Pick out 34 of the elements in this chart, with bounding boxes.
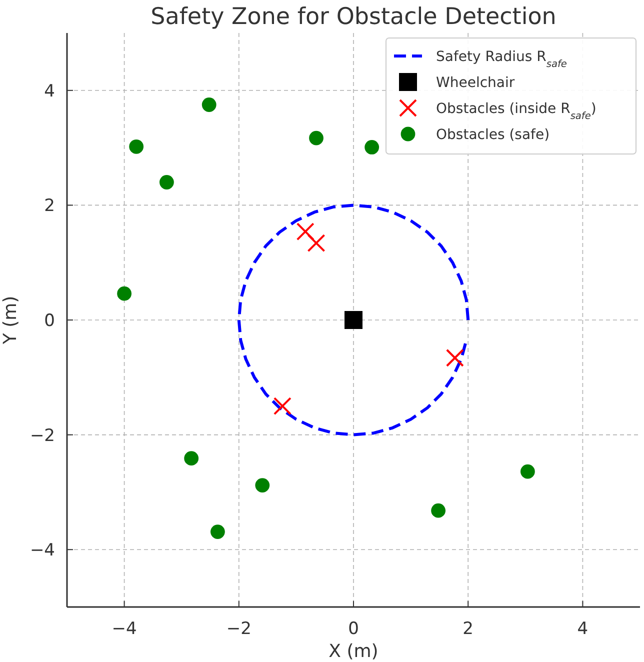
- legend-label: Obstacles (safe): [436, 127, 550, 143]
- legend-label: Safety Radius R$_{safe}$: [436, 49, 567, 70]
- y-tick-label: 4: [44, 81, 55, 102]
- legend-label: Wheelchair: [436, 75, 515, 91]
- x-tick-label: 4: [577, 619, 588, 639]
- point: [160, 175, 174, 190]
- y-tick-label: −4: [30, 540, 55, 561]
- point: [255, 478, 270, 493]
- x-tick-label: −4: [112, 619, 137, 639]
- point: [307, 234, 326, 252]
- x-axis-title: X (m): [328, 641, 378, 662]
- point: [364, 140, 380, 154]
- x-tick-label: −2: [226, 619, 252, 639]
- chart-title: Safety Zone for Obstacle Detection: [150, 4, 556, 30]
- point: [202, 98, 216, 112]
- y-axis-title: Y (m): [0, 296, 21, 346]
- point: [296, 222, 314, 241]
- point: [309, 130, 324, 146]
- point: [210, 524, 225, 540]
- y-tick-label: 0: [44, 311, 55, 331]
- y-tick-label: −2: [30, 426, 55, 446]
- x-tick-label: 2: [462, 619, 474, 639]
- y-tick-label: 2: [44, 196, 55, 216]
- legend-label: Obstacles (inside R$_{safe}$): [436, 101, 596, 122]
- line-series: [237, 204, 470, 436]
- point: [184, 451, 199, 466]
- point: [273, 397, 292, 416]
- point: [344, 311, 362, 329]
- point: [446, 348, 464, 367]
- point: [520, 464, 535, 479]
- x-tick-label: 0: [348, 619, 359, 639]
- point: [129, 139, 144, 154]
- point: [431, 503, 446, 518]
- point: [117, 286, 132, 301]
